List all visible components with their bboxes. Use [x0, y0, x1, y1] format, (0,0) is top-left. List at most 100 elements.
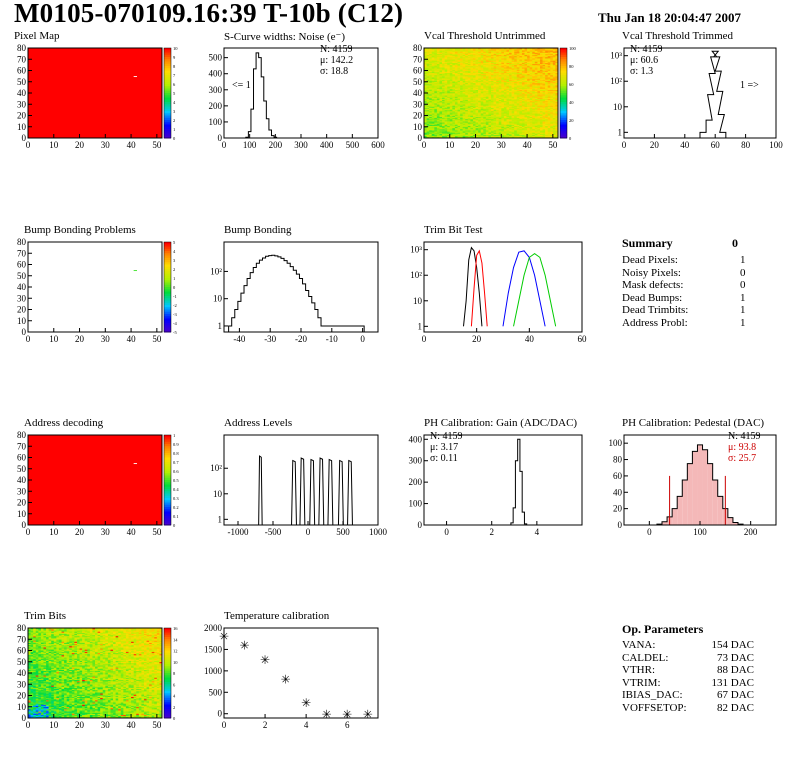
heatmap-cell [462, 93, 466, 95]
heatmap-cell [498, 109, 502, 112]
heatmap-cell [545, 108, 548, 111]
heatmap-cell [550, 81, 554, 84]
heatmap-cell [491, 130, 494, 132]
heatmap-cell [555, 94, 559, 96]
heatmap-cell [475, 96, 479, 98]
heatmap-cell [506, 116, 510, 119]
heatmap-cell [501, 116, 505, 119]
heatmap-cell [506, 130, 510, 132]
heatmap-cell [434, 114, 438, 116]
heatmap-cell [460, 62, 463, 65]
heatmap-cell [475, 61, 479, 63]
heatmap-cell [555, 60, 559, 62]
heatmap-cell [542, 97, 546, 99]
heatmap-cell [552, 73, 556, 76]
heatmap-cell [426, 122, 430, 124]
heatmap-cell [542, 85, 546, 87]
heatmap-cell [529, 82, 533, 85]
palette-band [164, 275, 171, 279]
heatmap-cell [472, 57, 476, 59]
heatmap-cell [539, 79, 543, 81]
palette-band [560, 102, 567, 105]
heatmap-cell [465, 69, 469, 71]
heatmap-cell [452, 60, 456, 62]
heatmap-cell [552, 49, 556, 51]
heatmap-cell [143, 714, 147, 717]
heatmap-cell [534, 135, 538, 138]
heatmap-cell [475, 50, 479, 52]
heatmap-cell [454, 113, 458, 115]
heatmap-cell [547, 103, 551, 105]
heatmap-cell [509, 116, 512, 119]
heatmap-cell [537, 54, 541, 57]
x-tick-label: 500 [336, 527, 350, 537]
heatmap-cell [467, 82, 471, 85]
histogram-bar [672, 508, 678, 525]
heatmap-cell [159, 713, 163, 715]
heatmap-cell [514, 82, 518, 85]
heatmap-cell [426, 108, 430, 111]
heatmap-cell [82, 713, 85, 715]
heatmap-cell [521, 107, 525, 110]
heatmap-cell [449, 108, 453, 111]
heatmap-cell [527, 86, 530, 88]
heatmap-cell [498, 118, 502, 121]
heatmap-cell [483, 102, 487, 104]
heatmap-cell [496, 64, 500, 67]
heatmap-cell [424, 108, 427, 111]
heatmap-cell [447, 55, 451, 58]
heatmap-cell [53, 714, 57, 717]
palette-band [164, 316, 171, 319]
heatmap-cell [498, 82, 502, 85]
heatmap-cell [133, 715, 137, 718]
heatmap-cell [511, 84, 515, 86]
heatmap-cell [542, 77, 546, 79]
heatmap-cell [542, 134, 546, 137]
heatmap-cell [537, 70, 541, 72]
x-tick-label: 30 [497, 140, 507, 150]
heatmap-cell [436, 60, 440, 62]
heatmap-cell [434, 89, 438, 92]
y-tick-label: 300 [409, 456, 423, 466]
heatmap-cell [521, 90, 525, 93]
heatmap-cell [457, 122, 461, 124]
heatmap-cell [485, 122, 489, 124]
heatmap-cell [462, 97, 466, 99]
heatmap-cell [467, 116, 471, 119]
heatmap-cell [521, 57, 525, 59]
heatmap-cell [498, 95, 502, 97]
heatmap-cell [43, 714, 47, 717]
heatmap-cell [532, 80, 536, 83]
heatmap-cell [467, 131, 471, 133]
heatmap-cell [501, 109, 505, 112]
heatmap-cell [431, 123, 435, 125]
heatmap-cell [470, 88, 474, 90]
heatmap-cell [439, 123, 443, 125]
heatmap-cell [105, 713, 109, 715]
heatmap-cell [503, 132, 507, 134]
heatmap-cell [439, 86, 443, 88]
heatmap-cell [485, 131, 489, 133]
heatmap-cell [426, 120, 430, 122]
heatmap-cell [539, 104, 543, 106]
heatmap-cell [529, 105, 533, 107]
heatmap-cell [550, 88, 554, 90]
heatmap-cell [521, 131, 525, 133]
heatmap-cell [480, 79, 484, 81]
heatmap-cell [506, 79, 510, 81]
heatmap-cell [472, 89, 476, 92]
heatmap-cell [478, 87, 481, 89]
heatmap-cell [514, 105, 518, 107]
heatmap-cell [539, 117, 543, 120]
heatmap-cell [480, 62, 484, 65]
heatmap-cell [452, 94, 456, 96]
heatmap-cell [545, 48, 548, 50]
heatmap-cell [465, 59, 469, 61]
heatmap-cell [532, 70, 536, 72]
heatmap-cell [429, 58, 433, 60]
palette-band [164, 495, 171, 499]
heatmap-cell [545, 84, 548, 86]
heatmap-cell [424, 62, 427, 65]
